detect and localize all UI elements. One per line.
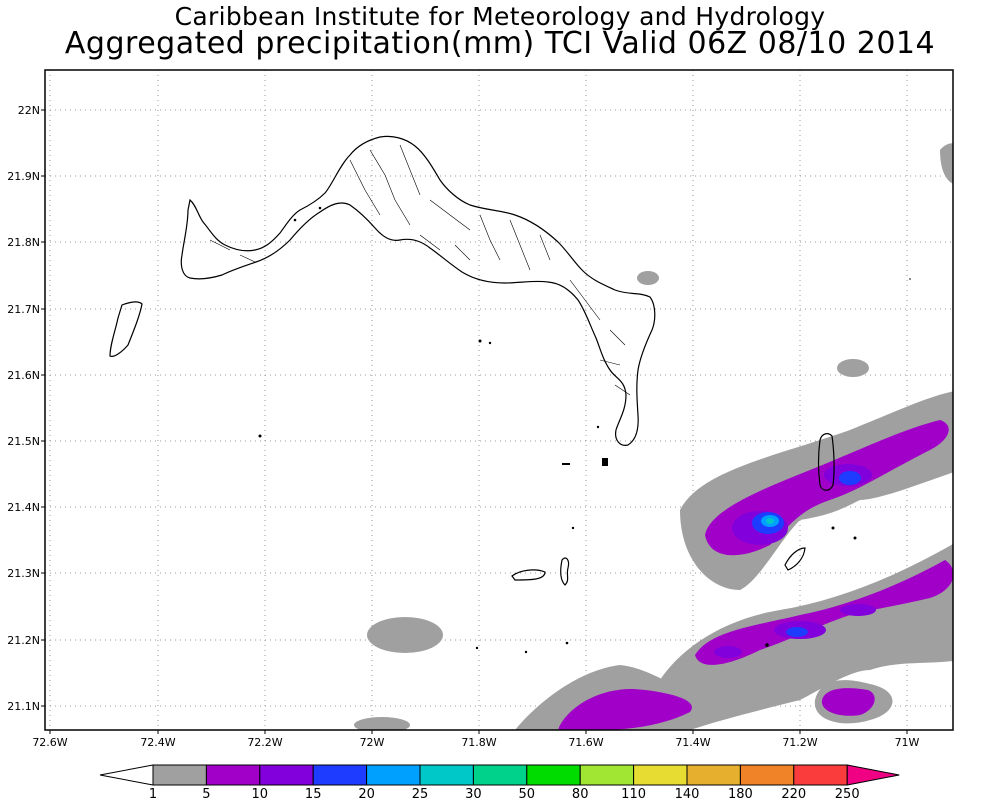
lon-label: 71.2W xyxy=(782,736,817,749)
precip-purple-area xyxy=(821,688,875,716)
lat-label: 21.3N xyxy=(7,567,40,580)
small-island-outline xyxy=(511,569,546,581)
longitude-labels: 72.6W 72.4W 72.2W 72W 71.8W 71.6W 71.4W 71.2W 71… xyxy=(32,730,920,749)
lon-label: 71W xyxy=(895,736,920,749)
lat-label: 21.1N xyxy=(7,700,40,713)
lon-label: 71.8W xyxy=(461,736,496,749)
lat-label: 21.7N xyxy=(7,303,40,316)
precip-gray-area xyxy=(354,717,410,730)
colorbar-label: 30 xyxy=(465,787,482,800)
colorbar-swatch xyxy=(259,764,314,786)
lat-label: 22N xyxy=(18,104,40,117)
colorbar-label: 250 xyxy=(835,787,860,800)
precipitation-layer xyxy=(354,143,953,730)
lat-label: 21.4N xyxy=(7,501,40,514)
precipitation-colorbar: 1 5 10 15 20 25 30 50 80 110 140 180 220 250 xyxy=(99,764,900,800)
colorbar-swatch xyxy=(686,764,741,786)
precip-gray-area xyxy=(837,359,869,377)
title-line-2: Aggregated precipitation(mm) TCI Valid 0… xyxy=(64,26,936,61)
salt-cay-outline xyxy=(784,547,806,571)
colorbar-under-triangle xyxy=(99,764,154,786)
precip-purple-area xyxy=(695,560,953,665)
lat-label: 21.8N xyxy=(7,236,40,249)
lon-label: 71.4W xyxy=(675,736,710,749)
lon-label: 71.6W xyxy=(568,736,603,749)
colorbar-label: 15 xyxy=(305,787,322,800)
colorbar-label: 80 xyxy=(572,787,589,800)
precip-violet-area xyxy=(840,604,876,616)
precip-blue-area xyxy=(786,627,808,637)
colorbar-label: 50 xyxy=(519,787,536,800)
precip-purple-area xyxy=(558,689,692,730)
colorbar-label: 220 xyxy=(781,787,806,800)
colorbar-swatch xyxy=(579,764,635,786)
precip-gray-area xyxy=(940,143,953,184)
colorbar-swatch xyxy=(205,764,261,786)
precip-cyan-area xyxy=(766,518,774,524)
colorbar-swatch xyxy=(419,764,474,786)
latitude-labels: 22N 21.9N 21.8N 21.7N 21.6N 21.5N 21.4N 21.3N 21… xyxy=(7,104,45,713)
colorbar-label: 25 xyxy=(412,787,429,800)
grand-turk-outline xyxy=(817,433,835,491)
colorbar-swatch xyxy=(633,764,688,786)
caicos-islands-outline xyxy=(180,135,656,446)
map-frame xyxy=(44,69,954,731)
precip-blue-area xyxy=(839,471,861,485)
islet-dots xyxy=(258,206,911,654)
interior-boundaries xyxy=(209,144,631,396)
lon-label: 72W xyxy=(360,736,385,749)
colorbar-swatch xyxy=(366,764,421,786)
colorbar-swatch xyxy=(312,764,368,786)
colorbar-label: 180 xyxy=(728,787,753,800)
small-island-outline xyxy=(560,557,570,586)
lat-label: 21.2N xyxy=(7,634,40,647)
colorbar-label: 110 xyxy=(621,787,646,800)
colorbar-swatch xyxy=(793,764,848,786)
lat-label: 21.5N xyxy=(7,435,40,448)
lon-label: 72.6W xyxy=(32,736,67,749)
lon-label: 72.4W xyxy=(140,736,175,749)
colorbar-swatch xyxy=(526,764,581,786)
precip-gray-area xyxy=(367,617,443,653)
precip-violet-area xyxy=(714,646,742,658)
precip-gray-area xyxy=(637,271,659,285)
colorbar-swatch xyxy=(152,764,207,786)
lat-label: 21.9N xyxy=(7,170,40,183)
colorbar-label: 20 xyxy=(358,787,375,800)
west-caicos-outline xyxy=(109,301,143,357)
title-line-1: Caribbean Institute for Meteorology and … xyxy=(174,2,826,31)
colorbar-swatch xyxy=(472,764,528,786)
colorbar-swatch xyxy=(739,764,795,786)
lon-label: 72.2W xyxy=(247,736,282,749)
colorbar-label: 10 xyxy=(252,787,269,800)
lat-label: 21.6N xyxy=(7,369,40,382)
colorbar-label: 1 xyxy=(149,787,157,800)
coastline-layer xyxy=(109,135,835,586)
colorbar-label: 5 xyxy=(202,787,210,800)
colorbar-over-triangle xyxy=(846,764,900,786)
colorbar-label: 140 xyxy=(675,787,700,800)
